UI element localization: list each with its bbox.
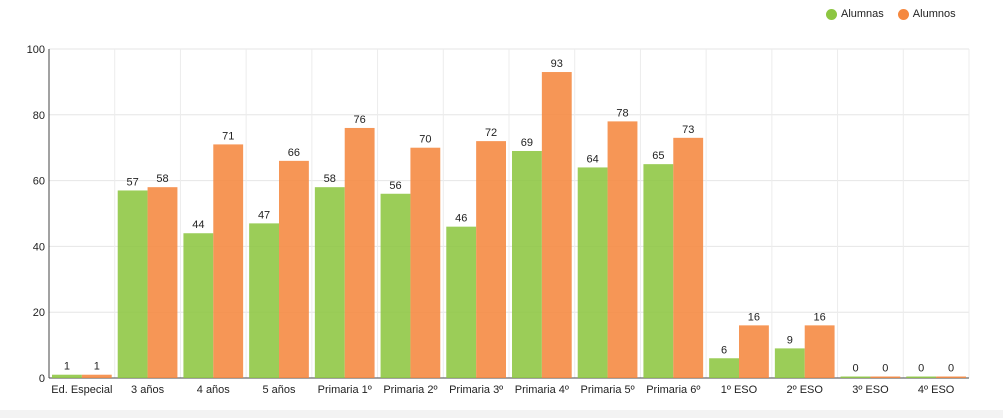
legend: Alumnas Alumnos [826,8,956,20]
bar-value-label: 56 [389,180,401,192]
bar-alumnas[interactable] [512,150,542,378]
x-tick-label: Primaria 1º [318,384,372,396]
y-tick-label: 60 [33,176,45,188]
bar-alumnos[interactable] [870,376,901,379]
bar-value-label: 9 [787,334,793,346]
bar-alumnos[interactable] [673,137,704,378]
bar-alumnos[interactable] [279,160,309,378]
bar-alumnos[interactable] [936,376,966,379]
legend-item-alumnas[interactable]: Alumnas [826,8,884,20]
bar-alumnos[interactable] [147,187,178,378]
bar-value-label: 70 [419,134,431,146]
bar-value-label: 1 [64,361,70,373]
bar-alumnos[interactable] [804,325,835,378]
bar-alumnos[interactable] [476,141,506,378]
y-tick-label: 100 [27,44,45,56]
x-tick-label: 3º ESO [852,384,889,396]
bar-alumnas[interactable] [314,187,345,378]
bar-value-label: 0 [918,363,924,375]
bar-alumnas[interactable] [643,164,674,378]
x-tick-label: 5 años [262,384,296,396]
bar-value-label: 76 [354,114,366,126]
bar-alumnos[interactable] [607,121,638,378]
bar-alumnas[interactable] [709,358,739,378]
bar-value-label: 0 [852,363,858,375]
bar-alumnas[interactable] [906,376,937,379]
legend-swatch-alumnas [826,8,837,20]
x-tick-label: Primaria 4º [515,384,569,396]
bar-alumnas[interactable] [380,193,411,378]
bar-value-label: 73 [682,124,694,136]
bar-value-label: 6 [721,344,727,356]
bar-alumnos[interactable] [739,325,769,378]
x-tick-label: 3 años [131,384,165,396]
bar-alumnas[interactable] [249,223,279,378]
y-tick-label: 40 [33,241,45,253]
y-tick-label: 80 [33,110,45,122]
x-tick-label: Primaria 3º [449,384,503,396]
bar-alumnos[interactable] [81,374,112,378]
legend-label-alumnas: Alumnas [841,8,884,20]
bar-alumnos[interactable] [541,72,572,378]
bar-value-label: 58 [324,173,336,185]
x-tick-label: 4º ESO [918,384,955,396]
bar-value-label: 71 [222,130,234,142]
bar-alumnos[interactable] [410,147,441,378]
bar-value-label: 65 [652,150,664,162]
bar-alumnas[interactable] [577,167,608,378]
bar-alumnas[interactable] [52,374,82,378]
bar-value-label: 16 [748,311,760,323]
bar-value-label: 64 [587,153,599,165]
bar-value-label: 66 [288,147,300,159]
x-tick-label: Primaria 2º [383,384,437,396]
x-tick-label: Ed. Especial [51,384,112,396]
legend-label-alumnos: Alumnos [912,8,956,20]
bar-alumnas[interactable] [774,348,805,378]
x-tick-label: Primaria 5º [581,384,635,396]
bar-value-label: 47 [258,209,270,221]
bar-alumnos[interactable] [344,127,375,379]
bar-value-label: 16 [814,311,826,323]
x-tick-label: 1º ESO [721,384,758,396]
bar-value-label: 44 [192,219,204,231]
bar-alumnas[interactable] [183,233,214,378]
bar-value-label: 69 [521,137,533,149]
bar-value-label: 0 [948,363,954,375]
x-tick-label: Primaria 6º [646,384,700,396]
bar-value-label: 78 [616,107,628,119]
legend-item-alumnos[interactable]: Alumnos [897,8,956,20]
bar-value-label: 93 [551,58,563,70]
bar-value-label: 0 [882,363,888,375]
y-tick-label: 20 [33,307,45,319]
bar-value-label: 46 [455,213,467,225]
bar-alumnas[interactable] [840,376,871,379]
bar-alumnas[interactable] [117,190,148,378]
bar-value-label: 57 [127,176,139,188]
x-tick-label: 2º ESO [787,384,824,396]
bar-value-label: 1 [94,361,100,373]
bar-value-label: 58 [156,173,168,185]
bar-value-label: 72 [485,127,497,139]
legend-swatch-alumnos [897,8,909,20]
y-tick-label: 0 [39,373,45,385]
bar-alumnas[interactable] [446,226,477,378]
x-tick-label: 4 años [197,384,231,396]
bar-alumnos[interactable] [213,144,244,378]
